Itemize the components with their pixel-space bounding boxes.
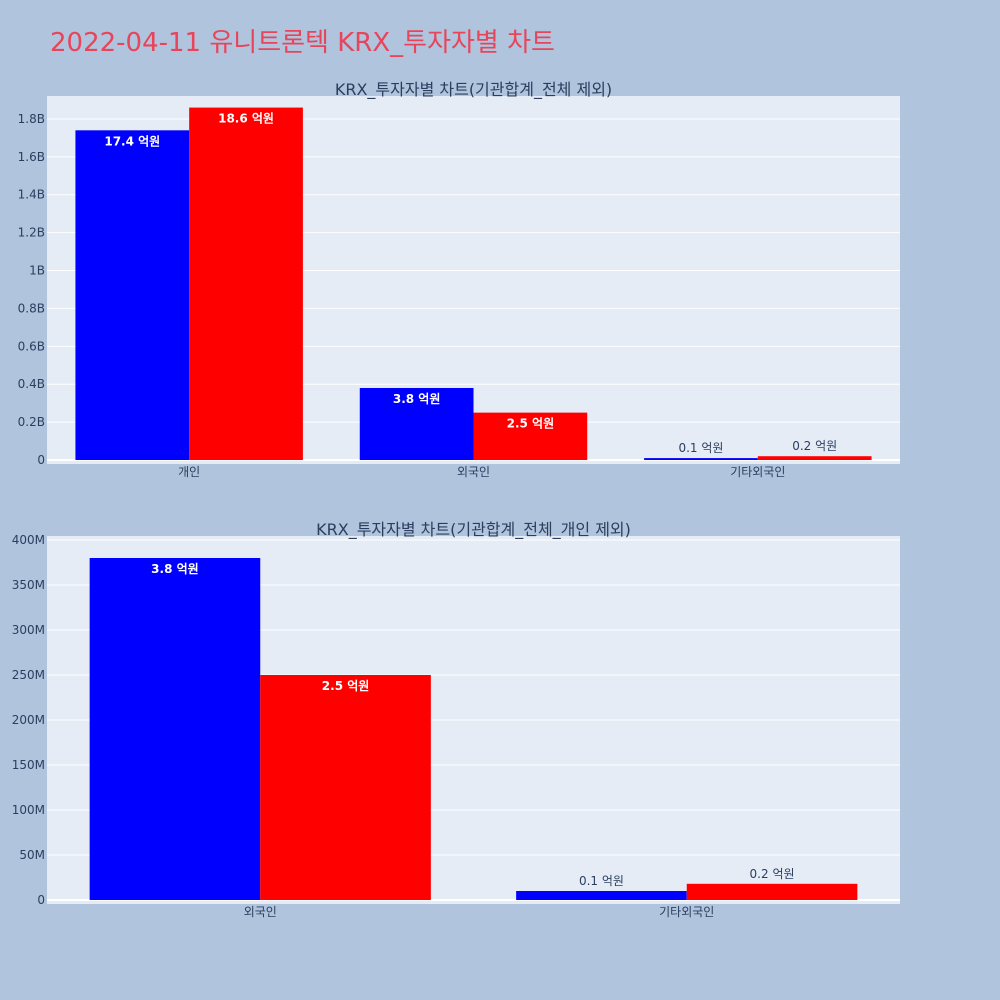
chart-1-bar [359,388,474,460]
chart-2-y-tick-label: 200M [12,713,45,727]
chart-2-y-tick-label: 300M [12,623,45,637]
chart-2-y-tick-label: 400M [12,533,45,547]
chart-1-y-tick-label: 0 [37,453,45,467]
chart-1-y-tick-label: 0.2B [18,415,45,429]
chart-2-y-tick-label: 250M [12,668,45,682]
chart-1-y-tick-label: 1.6B [18,150,45,164]
chart-1-bar [644,458,758,460]
chart-2-x-tick-label: 외국인 [244,905,277,919]
chart-1-y-tick-label: 1.2B [18,226,45,240]
chart-1-bar [75,130,190,460]
chart-1-data-label: 3.8 억원 [393,392,441,406]
chart-2-title: KRX_투자자별 차트(기관합계_전체_개인 제외) [316,520,631,540]
chart-2-bar [686,883,858,900]
page-title: 2022-04-11 유니트론텍 KRX_투자자별 차트 [50,28,555,58]
chart-1-y-tick-label: 0.4B [18,377,45,391]
chart-2-bar [260,675,431,900]
chart-2-data-label: 3.8 억원 [151,562,199,576]
chart-1-title: KRX_투자자별 차트(기관합계_전체 제외) [335,80,612,100]
chart-2-x-tick-label: 기타외국인 [659,905,714,919]
chart-1-data-label: 2.5 억원 [507,417,555,431]
chart-2-y-tick-label: 150M [12,758,45,772]
chart-1-y-tick-label: 0.6B [18,339,45,353]
chart-2-y-tick-label: 0 [37,893,45,907]
chart-1-bar [757,456,872,460]
chart-1-data-label: 17.4 억원 [104,134,160,148]
chart-2-y-tick-label: 50M [19,848,45,862]
chart-2-data-label: 2.5 억원 [322,679,370,693]
chart-1-y-tick-label: 1B [29,264,45,278]
chart-1-bar [473,412,588,460]
chart-1-x-tick-label: 개인 [178,465,200,479]
chart-1-data-label: 0.2 억원 [792,439,837,453]
chart-2-data-label: 0.1 억원 [579,874,624,888]
chart-1-y-tick-label: 1.8B [18,112,45,126]
chart-2-bar [516,891,687,900]
chart-1-x-tick-label: 외국인 [457,465,490,479]
chart-1-y-tick-label: 1.4B [18,188,45,202]
chart-2-bar [89,558,261,900]
chart-2-data-label: 0.2 억원 [750,867,795,881]
chart-1-bar [189,107,303,460]
chart-1-data-label: 18.6 억원 [218,112,274,126]
chart-1-data-label: 0.1 억원 [678,441,723,455]
chart-1-x-tick-label: 기타외국인 [730,465,785,479]
chart-2-y-tick-label: 350M [12,578,45,592]
chart-2-y-tick-label: 100M [12,803,45,817]
chart-1-y-tick-label: 0.8B [18,301,45,315]
